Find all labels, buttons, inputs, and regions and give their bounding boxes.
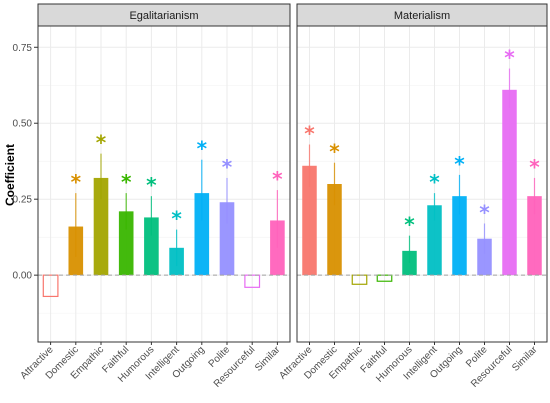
y-tick-label: 0.50 <box>13 119 33 130</box>
significance-star: * <box>454 152 465 176</box>
significance-star: * <box>146 173 157 197</box>
significance-star: * <box>197 137 208 161</box>
bar-intelligent <box>427 205 442 276</box>
bar-empathic <box>351 274 368 285</box>
significance-star: * <box>171 207 182 231</box>
facet-panel-materialism: Materialism********AttractiveDomesticEmp… <box>277 3 548 390</box>
y-axis-title: Coefficient <box>3 144 17 206</box>
panel-background <box>38 26 290 342</box>
facet-panel-egalitarianism: Egalitarianism*** *****AttractiveDomestic… <box>18 3 291 390</box>
bar-similar <box>527 196 542 276</box>
significance-star: * <box>272 167 283 191</box>
bar-polite <box>477 238 492 276</box>
significance-star: * <box>329 140 340 164</box>
bar-resourceful <box>502 89 517 276</box>
bar-domestic <box>327 184 342 276</box>
bar-humorous <box>144 217 159 276</box>
y-tick-label: 0.00 <box>13 271 33 282</box>
y-tick-label: 0.75 <box>13 43 33 54</box>
facet-strip-label: Egalitarianism <box>129 10 198 22</box>
bar-polite <box>219 202 235 276</box>
bar-attractive <box>42 274 59 298</box>
significance-star: * <box>96 131 107 155</box>
bar-attractive <box>302 165 317 276</box>
significance-star: * <box>529 155 540 179</box>
bar-resourceful <box>244 274 261 288</box>
significance-star: * <box>504 46 515 70</box>
significance-star: * <box>71 170 82 194</box>
x-tick-label: Similar <box>253 344 283 374</box>
significance-star: * <box>222 155 233 179</box>
bar-outgoing <box>194 193 210 276</box>
significance-star: * <box>404 213 415 237</box>
bar-faithful <box>118 211 134 276</box>
significance-star: * <box>429 170 440 194</box>
panel-border <box>296 25 548 343</box>
significance-star: * <box>304 122 315 146</box>
facet-strip-label: Materialism <box>394 10 450 22</box>
x-tick-label: Similar <box>510 344 540 374</box>
significance-star: * <box>479 201 490 225</box>
bar-outgoing <box>452 196 467 276</box>
y-tick-label: 0.25 <box>13 195 33 206</box>
panel-border <box>37 25 291 343</box>
bar-empathic <box>93 177 109 276</box>
significance-star: * <box>121 170 132 194</box>
